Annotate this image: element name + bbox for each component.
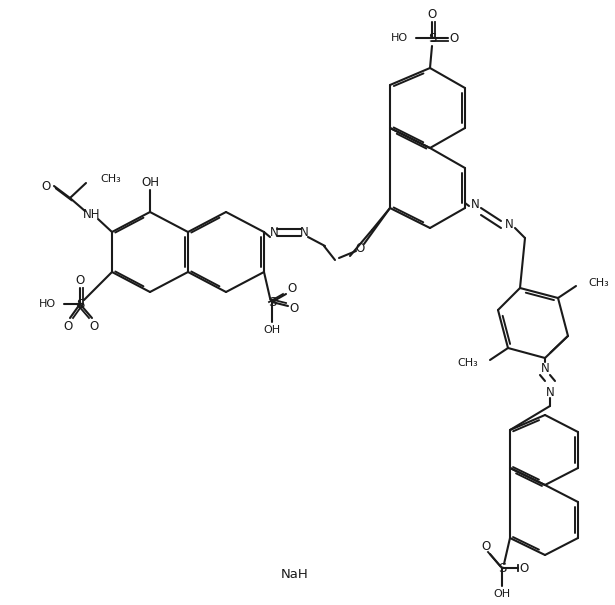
- Text: S: S: [498, 561, 506, 575]
- Text: N: N: [470, 197, 479, 211]
- Text: O: O: [76, 273, 85, 287]
- Text: N: N: [505, 218, 514, 231]
- Text: S: S: [428, 31, 436, 45]
- Text: S: S: [76, 298, 84, 310]
- Text: O: O: [89, 319, 98, 333]
- Text: OH: OH: [263, 325, 280, 335]
- Text: N: N: [300, 226, 308, 238]
- Text: OH: OH: [141, 175, 159, 189]
- Text: HO: HO: [39, 299, 56, 309]
- Text: O: O: [450, 31, 459, 45]
- Text: N: N: [541, 362, 549, 374]
- Text: O: O: [290, 301, 299, 315]
- Text: O: O: [287, 283, 296, 295]
- Text: N: N: [269, 226, 279, 238]
- Text: CH₃: CH₃: [100, 174, 121, 184]
- Text: OH: OH: [493, 589, 510, 599]
- Text: O: O: [427, 7, 437, 21]
- Text: O: O: [355, 241, 365, 255]
- Text: CH₃: CH₃: [457, 358, 478, 368]
- Text: N: N: [546, 385, 554, 399]
- Text: CH₃: CH₃: [588, 278, 609, 288]
- Text: S: S: [268, 295, 276, 309]
- Text: HO: HO: [391, 33, 408, 43]
- Text: O: O: [63, 319, 73, 333]
- Text: NaH: NaH: [281, 569, 309, 581]
- Text: O: O: [41, 180, 50, 194]
- Text: O: O: [520, 561, 529, 575]
- Text: NH: NH: [83, 208, 101, 220]
- Text: O: O: [482, 540, 491, 554]
